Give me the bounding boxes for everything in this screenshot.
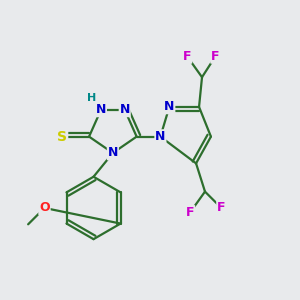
- Text: F: F: [211, 50, 220, 63]
- Text: F: F: [217, 202, 226, 214]
- Text: S: S: [57, 130, 67, 144]
- Text: N: N: [119, 103, 130, 116]
- Text: N: N: [96, 103, 106, 116]
- Text: H: H: [87, 93, 97, 103]
- Text: F: F: [186, 206, 194, 219]
- Text: O: O: [39, 202, 50, 214]
- Text: F: F: [183, 50, 191, 63]
- Text: N: N: [155, 130, 166, 143]
- Text: N: N: [108, 146, 118, 160]
- Text: N: N: [164, 100, 175, 113]
